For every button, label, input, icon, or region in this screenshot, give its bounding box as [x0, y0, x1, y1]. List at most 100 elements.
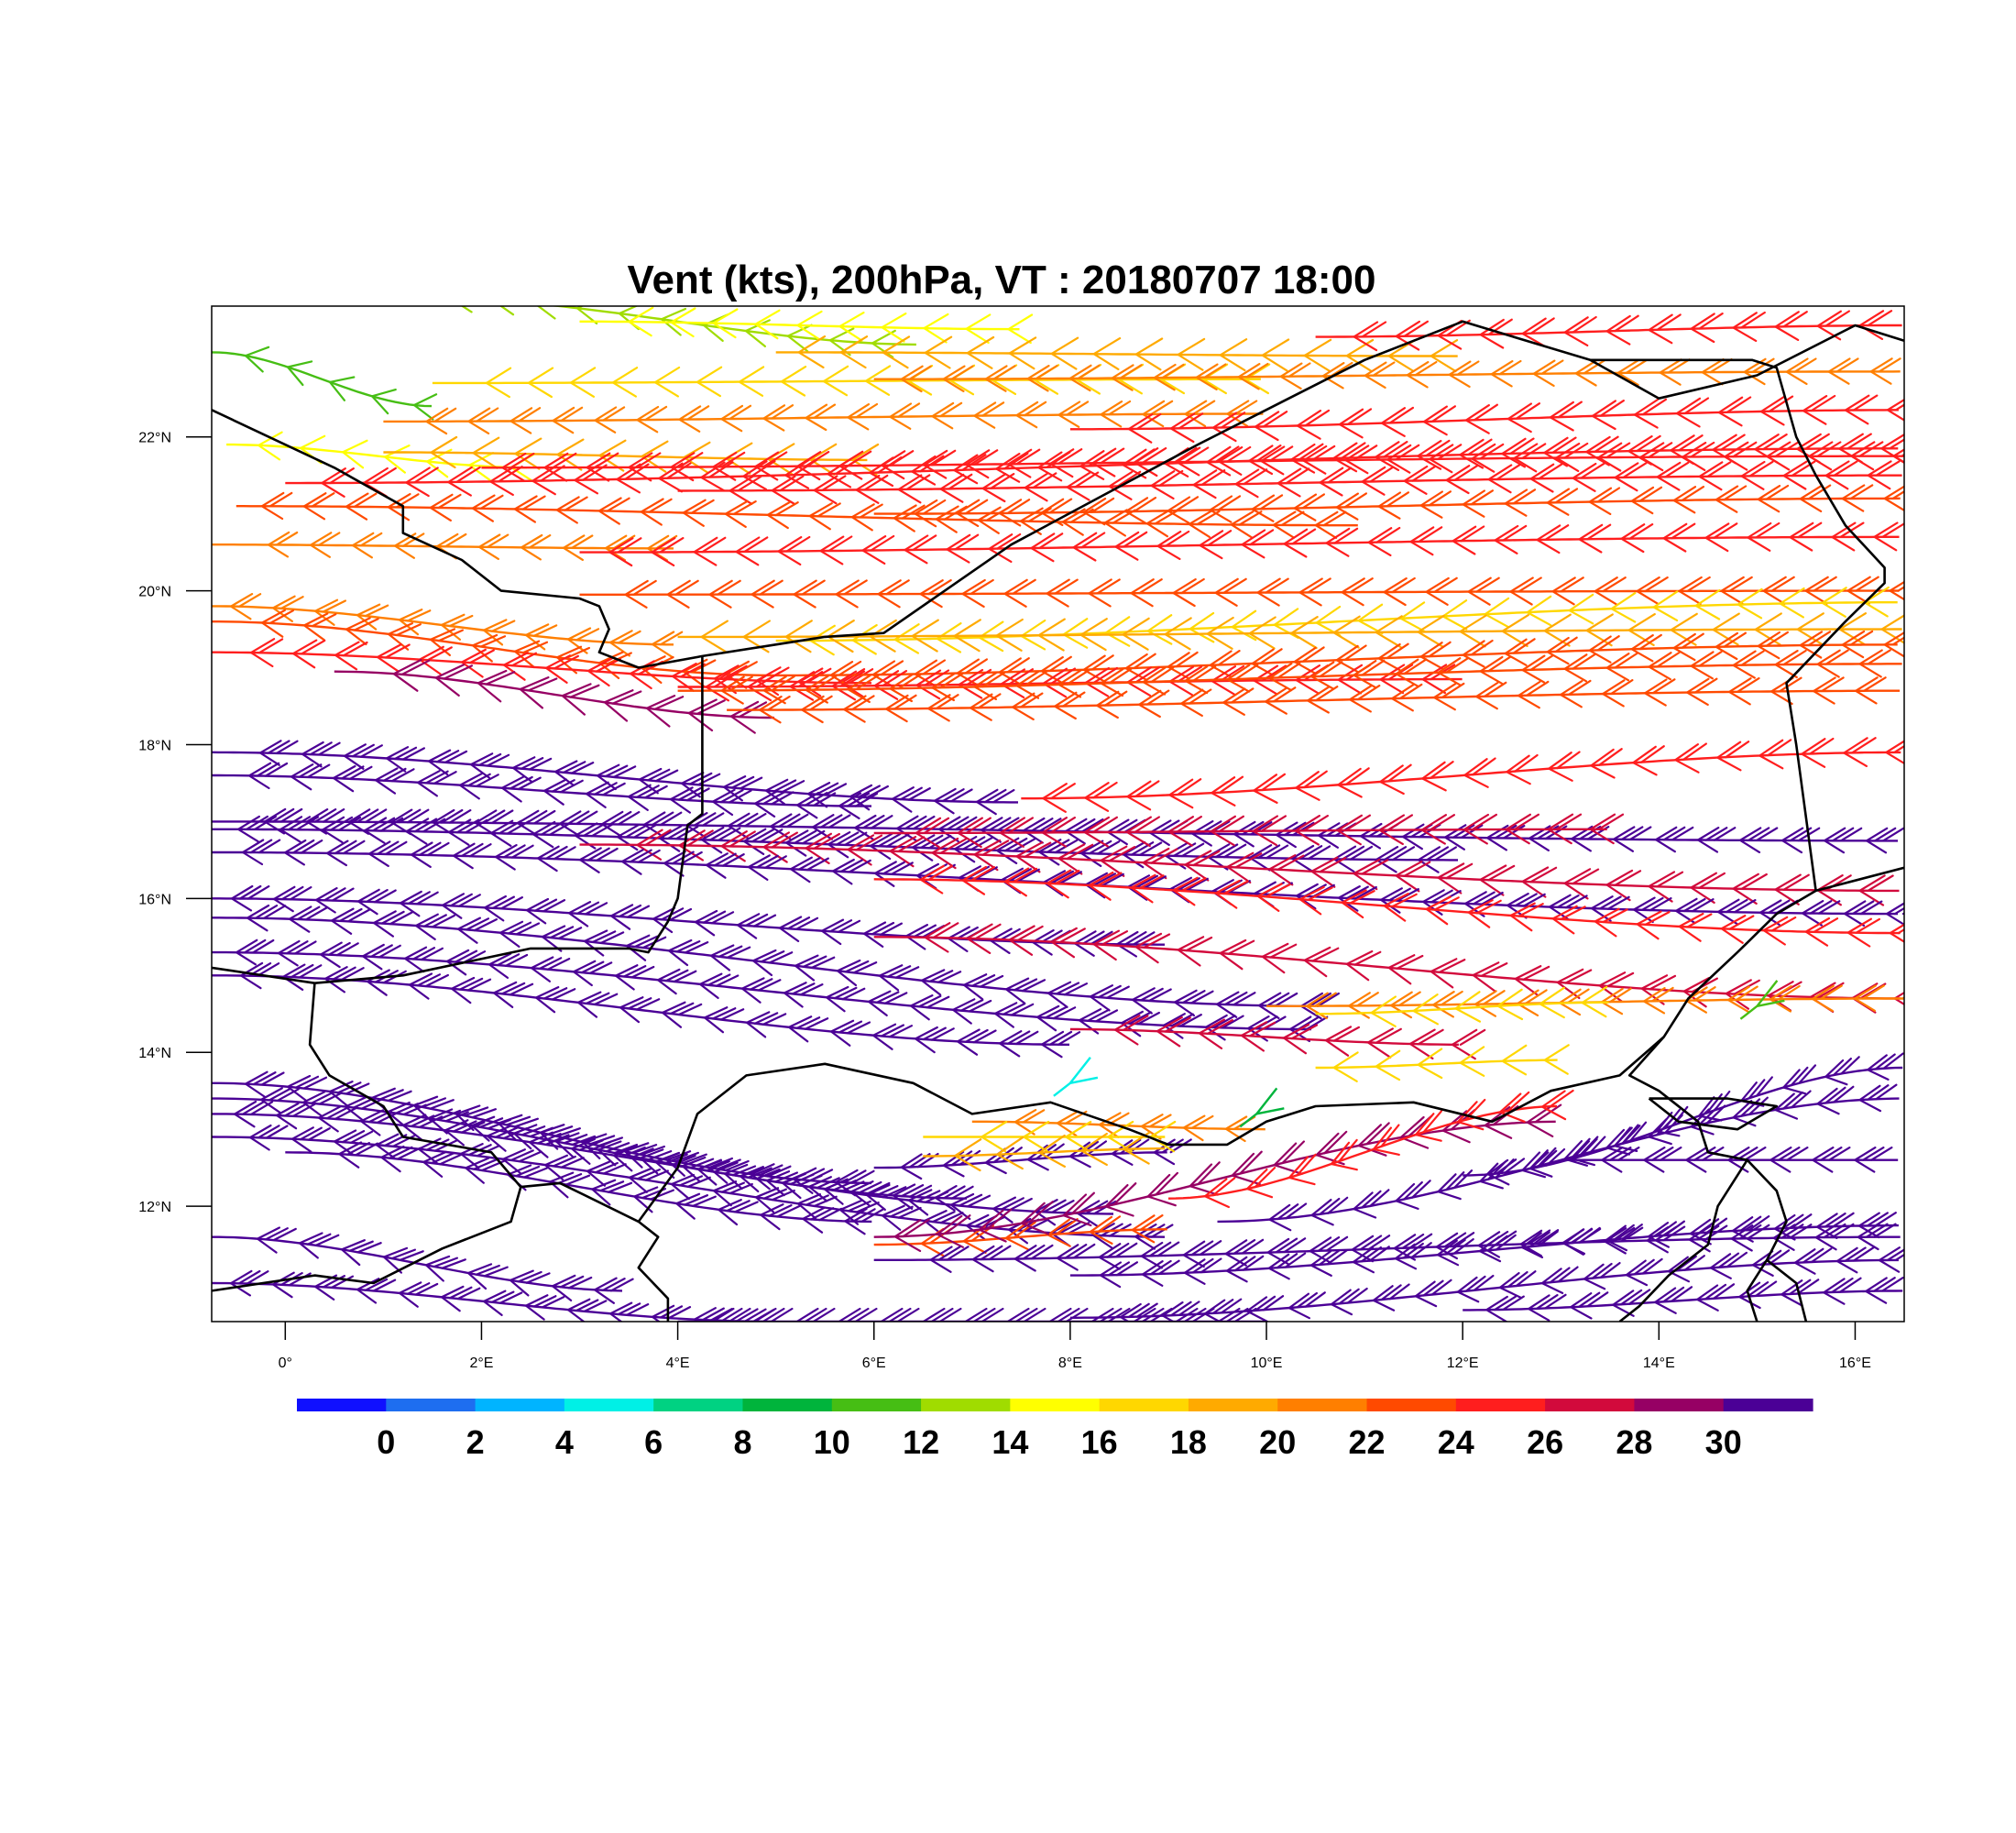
wind-barb: [1295, 770, 1328, 801]
wind-barb: [561, 683, 600, 716]
wind-barb: [1127, 412, 1162, 444]
barb-row: [579, 829, 1900, 906]
colorbar-label: 4: [555, 1423, 574, 1461]
wind-barb: [1008, 336, 1037, 370]
wind-barb: [1694, 588, 1721, 620]
wind-barb: [1041, 817, 1076, 848]
wind-barb: [1361, 466, 1395, 496]
wind-barb: [742, 620, 771, 653]
colorbar-label: 30: [1705, 1423, 1742, 1461]
wind-barb: [1037, 451, 1071, 482]
wind-barb: [956, 1028, 997, 1056]
wind-barb: [574, 464, 608, 495]
wind-barb: [1419, 641, 1452, 670]
wind-barb: [966, 923, 1002, 954]
wind-barb: [1588, 635, 1620, 664]
wind-barb: [864, 365, 892, 396]
wind-barb: [410, 841, 450, 868]
wind-barb: [1332, 615, 1361, 649]
wind-barb: [722, 775, 763, 802]
wind-barb: [363, 817, 404, 844]
wind-barb: [802, 1206, 843, 1234]
wind-barb: [472, 436, 500, 469]
lon-tick-label: 12°E: [1447, 1356, 1479, 1371]
wind-barb: [608, 630, 641, 657]
wind-barb: [267, 531, 299, 558]
wind-barb: [911, 834, 952, 862]
barb-row: [677, 1307, 1265, 1322]
wind-barb: [345, 492, 378, 521]
wind-barb: [619, 996, 661, 1024]
streamline: [677, 628, 1902, 639]
wind-barb: [531, 465, 565, 496]
wind-barb: [651, 1304, 692, 1322]
colorbar-label: 6: [644, 1423, 663, 1461]
wind-barb: [1168, 778, 1202, 809]
wind-barb: [1505, 813, 1539, 845]
wind-barb: [536, 306, 556, 320]
wind-barb: [1472, 961, 1508, 993]
wind-barb: [924, 335, 953, 369]
wind-barb: [656, 968, 697, 995]
wind-barb: [904, 924, 945, 950]
wind-barb: [585, 781, 626, 808]
wind-barb: [272, 885, 312, 913]
wind-barb: [229, 593, 262, 620]
wind-barb: [1332, 1051, 1359, 1082]
wind-barb: [1015, 401, 1047, 429]
wind-barb: [784, 829, 826, 857]
wind-barb: [1168, 665, 1203, 697]
wind-barb: [1456, 1274, 1495, 1303]
colorbar-label: 28: [1616, 1423, 1652, 1461]
wind-barb: [1816, 310, 1850, 341]
wind-barb: [754, 309, 781, 340]
wind-barb: [1298, 577, 1331, 607]
wind-barb: [235, 938, 275, 966]
wind-barb: [1704, 522, 1738, 553]
colorbar-swatch: [1188, 1399, 1278, 1411]
wind-barb: [920, 969, 962, 996]
wind-barb: [591, 1179, 633, 1206]
wind-barb: [1099, 1261, 1138, 1289]
wind-barb: [594, 406, 626, 434]
wind-barb: [333, 1129, 374, 1156]
wind-barb: [1782, 1064, 1817, 1095]
wind-barb: [536, 845, 576, 873]
wind-barb: [351, 532, 383, 559]
wind-barb: [1543, 436, 1577, 467]
wind-barb: [949, 1192, 992, 1221]
wind-barb: [889, 673, 922, 703]
wind-barb: [524, 1294, 565, 1321]
wind-barb: [1225, 1255, 1265, 1283]
wind-barb: [956, 499, 989, 527]
wind-barb: [838, 1307, 878, 1322]
wind-barb: [244, 346, 270, 373]
wind-barb: [1667, 1255, 1705, 1283]
wind-barb: [1643, 1147, 1682, 1173]
wind-barb: [434, 664, 473, 697]
wind-barb: [1804, 916, 1839, 947]
streamline: [334, 670, 774, 719]
wind-barb: [1119, 1302, 1158, 1322]
wind-barb: [1164, 617, 1192, 651]
wind-barb: [1040, 498, 1073, 526]
wind-barb: [541, 925, 583, 952]
wind-barb: [1769, 1147, 1809, 1173]
barb-row: [1315, 985, 1609, 1027]
wind-barb: [995, 452, 1029, 483]
wind-barb: [1283, 528, 1317, 558]
wind-barb: [239, 961, 280, 990]
wind-barb: [1399, 601, 1426, 632]
country-border: [1648, 1097, 1779, 1131]
wind-barb: [797, 335, 827, 368]
wind-barb: [1098, 1242, 1138, 1270]
streamline: [775, 351, 1458, 357]
speed-colorbar: 0 2 4 6 8 10 12 14 16 18 20 22 24 26 28 30: [297, 1399, 1813, 1461]
wind-barb: [1020, 1201, 1054, 1235]
colorbar-label: 16: [1081, 1423, 1118, 1461]
wind-barb: [551, 1274, 593, 1301]
wind-barb: [1601, 1147, 1640, 1173]
wind-barb: [1648, 651, 1681, 681]
wind-barb: [1730, 1224, 1770, 1252]
wind-barb: [1421, 889, 1462, 916]
